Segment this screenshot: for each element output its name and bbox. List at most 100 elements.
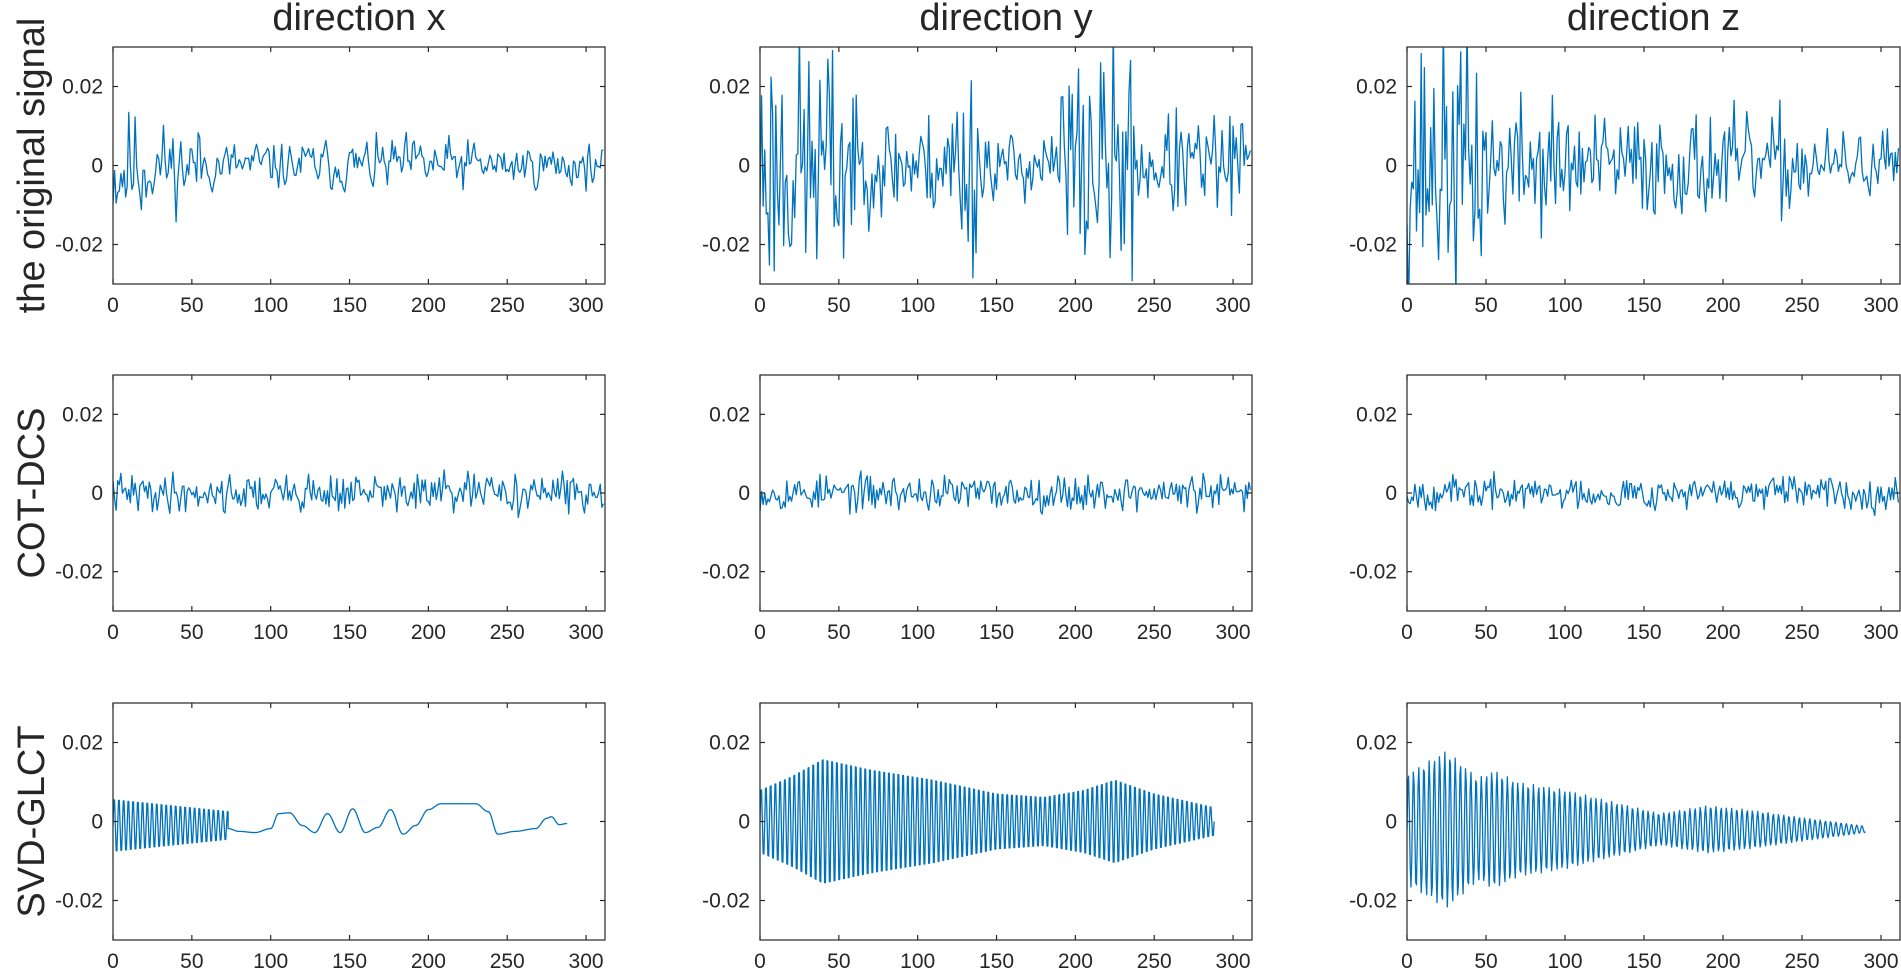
x-tick-label: 0 bbox=[1401, 950, 1413, 973]
subplot: 0 50 100 150 200 250 300 -0.02 0 0.02 bbox=[55, 46, 606, 317]
x-tick-label: 250 bbox=[1785, 294, 1820, 317]
x-tick-label: 50 bbox=[180, 294, 203, 317]
column-title: direction x bbox=[272, 0, 445, 39]
x-tick-label: 250 bbox=[490, 950, 525, 973]
signal-line bbox=[760, 47, 1252, 282]
x-tick-label: 250 bbox=[1137, 950, 1172, 973]
x-tick-label: 0 bbox=[754, 621, 766, 644]
x-tick-label: 150 bbox=[979, 621, 1014, 644]
x-tick-label: 100 bbox=[253, 950, 288, 973]
x-tick-label: 300 bbox=[1216, 621, 1251, 644]
x-tick-label: 100 bbox=[900, 950, 935, 973]
x-tick-label: 200 bbox=[411, 294, 446, 317]
x-tick-label: 50 bbox=[1474, 294, 1497, 317]
y-tick-label: 0 bbox=[738, 155, 750, 178]
y-tick-label: 0 bbox=[91, 155, 103, 178]
x-tick-label: 50 bbox=[1474, 950, 1497, 973]
x-tick-label: 50 bbox=[180, 621, 203, 644]
x-tick-label: 200 bbox=[1058, 621, 1093, 644]
x-tick-label: 50 bbox=[180, 950, 203, 973]
x-tick-label: 0 bbox=[754, 294, 766, 317]
x-tick-label: 0 bbox=[107, 950, 119, 973]
y-tick-label: 0.02 bbox=[62, 76, 103, 99]
y-tick-label: -0.02 bbox=[1349, 890, 1397, 913]
x-tick-label: 150 bbox=[979, 950, 1014, 973]
subplot: 0 50 100 150 200 250 300 -0.02 0 0.02 bbox=[1349, 702, 1901, 973]
x-tick-label: 250 bbox=[1785, 621, 1820, 644]
x-tick-label: 250 bbox=[1785, 950, 1820, 973]
y-tick-label: -0.02 bbox=[702, 890, 750, 913]
column-title: direction y bbox=[919, 0, 1092, 39]
y-tick-label: -0.02 bbox=[702, 561, 750, 584]
y-tick-label: 0 bbox=[738, 482, 750, 505]
y-tick-label: 0.02 bbox=[62, 732, 103, 755]
x-tick-label: 100 bbox=[900, 294, 935, 317]
x-tick-label: 300 bbox=[569, 950, 604, 973]
x-tick-label: 250 bbox=[490, 294, 525, 317]
y-tick-label: -0.02 bbox=[55, 890, 103, 913]
y-tick-label: 0 bbox=[1385, 482, 1397, 505]
y-tick-label: -0.02 bbox=[55, 234, 103, 257]
x-tick-label: 200 bbox=[1706, 950, 1741, 973]
x-tick-label: 250 bbox=[1137, 294, 1172, 317]
x-tick-label: 300 bbox=[569, 294, 604, 317]
subplot: 0 50 100 150 200 250 300 -0.02 0 0.02 bbox=[1349, 46, 1901, 317]
x-tick-label: 100 bbox=[1547, 294, 1582, 317]
x-tick-label: 300 bbox=[1216, 294, 1251, 317]
x-tick-label: 150 bbox=[1626, 621, 1661, 644]
y-tick-label: 0.02 bbox=[709, 732, 750, 755]
signal-line bbox=[113, 799, 568, 852]
x-tick-label: 250 bbox=[490, 621, 525, 644]
y-tick-label: 0 bbox=[1385, 811, 1397, 834]
y-tick-label: 0.02 bbox=[62, 403, 103, 426]
x-tick-label: 200 bbox=[1058, 950, 1093, 973]
y-tick-label: 0.02 bbox=[1356, 403, 1397, 426]
subplot: 0 50 100 150 200 250 300 -0.02 0 0.02 bbox=[55, 702, 606, 973]
y-tick-label: -0.02 bbox=[702, 234, 750, 257]
x-tick-label: 100 bbox=[1547, 950, 1582, 973]
x-tick-label: 0 bbox=[1401, 621, 1413, 644]
signal-line bbox=[760, 470, 1252, 515]
y-tick-label: 0.02 bbox=[709, 403, 750, 426]
x-tick-label: 50 bbox=[1474, 621, 1497, 644]
signal-line bbox=[1407, 47, 1900, 284]
x-tick-label: 0 bbox=[107, 621, 119, 644]
y-tick-label: -0.02 bbox=[1349, 234, 1397, 257]
subplot-grid: 0 50 100 150 200 250 300 -0.02 0 0.02 0 50 100 150 200… bbox=[55, 46, 1901, 973]
signal-line bbox=[760, 759, 1215, 884]
x-tick-label: 50 bbox=[827, 294, 850, 317]
y-tick-label: 0.02 bbox=[1356, 732, 1397, 755]
subplot: 0 50 100 150 200 250 300 -0.02 0 0.02 bbox=[702, 702, 1253, 973]
x-tick-label: 150 bbox=[332, 294, 367, 317]
x-tick-label: 300 bbox=[1864, 950, 1899, 973]
column-title: direction z bbox=[1567, 0, 1740, 39]
x-tick-label: 200 bbox=[411, 621, 446, 644]
x-tick-label: 100 bbox=[1547, 621, 1582, 644]
x-tick-label: 150 bbox=[1626, 294, 1661, 317]
x-tick-label: 300 bbox=[1864, 621, 1899, 644]
row-labels: the original signal COT-DCS SVD-GLCT bbox=[11, 18, 53, 918]
column-titles: direction x direction y direction z bbox=[272, 0, 1740, 39]
x-tick-label: 150 bbox=[332, 621, 367, 644]
x-tick-label: 0 bbox=[1401, 294, 1413, 317]
signal-line bbox=[1407, 470, 1900, 517]
y-tick-label: -0.02 bbox=[55, 561, 103, 584]
row-label: the original signal bbox=[11, 18, 53, 314]
x-tick-label: 300 bbox=[1216, 950, 1251, 973]
x-tick-label: 0 bbox=[754, 950, 766, 973]
subplot: 0 50 100 150 200 250 300 -0.02 0 0.02 bbox=[702, 46, 1253, 317]
signal-line bbox=[113, 111, 604, 223]
x-tick-label: 150 bbox=[979, 294, 1014, 317]
x-tick-label: 300 bbox=[1864, 294, 1899, 317]
x-tick-label: 150 bbox=[332, 950, 367, 973]
x-tick-label: 100 bbox=[253, 621, 288, 644]
signal-line bbox=[1407, 751, 1866, 908]
y-tick-label: 0.02 bbox=[1356, 76, 1397, 99]
x-tick-label: 200 bbox=[411, 950, 446, 973]
y-tick-label: 0 bbox=[1385, 155, 1397, 178]
row-label: COT-DCS bbox=[11, 408, 53, 579]
y-tick-label: -0.02 bbox=[1349, 561, 1397, 584]
subplot: 0 50 100 150 200 250 300 -0.02 0 0.02 bbox=[702, 374, 1253, 644]
subplot: 0 50 100 150 200 250 300 -0.02 0 0.02 bbox=[55, 374, 606, 644]
x-tick-label: 250 bbox=[1137, 621, 1172, 644]
